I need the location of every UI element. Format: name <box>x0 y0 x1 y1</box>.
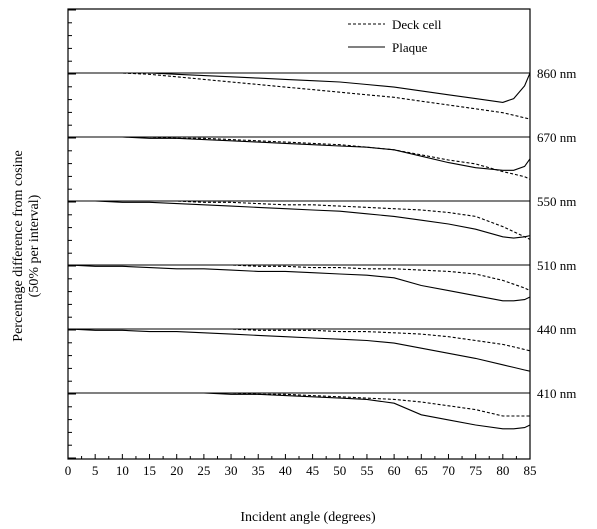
plaque-line-4 <box>67 328 531 372</box>
x-tick-label: 5 <box>92 463 99 478</box>
plaque-line-3 <box>67 264 531 302</box>
band-label-2: 550 nm <box>537 194 576 209</box>
x-tick-label: 70 <box>442 463 455 478</box>
legend: Deck cell Plaque <box>348 17 442 55</box>
plaque-line-5 <box>68 392 531 430</box>
x-tick-label: 30 <box>225 463 238 478</box>
x-axis-title: Incident angle (degrees) <box>240 510 376 525</box>
x-axis-ticks: 0 5 10 15 20 25 30 35 40 45 50 55 60 65 70 75 80 85 <box>65 454 537 478</box>
legend-label-0: Deck cell <box>392 17 442 32</box>
x-tick-label: 25 <box>197 463 210 478</box>
x-tick-label: 40 <box>279 463 292 478</box>
deck-cell-line-0 <box>68 72 531 120</box>
plaque-line-1 <box>68 136 531 171</box>
band-label-1: 670 nm <box>537 130 576 145</box>
x-tick-label: 75 <box>469 463 482 478</box>
deck-cell-line-4 <box>68 328 531 352</box>
x-tick-label: 80 <box>496 463 509 478</box>
x-tick-label: 65 <box>415 463 428 478</box>
x-tick-label: 55 <box>360 463 373 478</box>
x-tick-label: 0 <box>65 463 72 478</box>
plot-frame <box>67 8 531 460</box>
series-curves <box>67 72 531 430</box>
x-tick-label: 20 <box>170 463 183 478</box>
band-label-5: 410 nm <box>537 386 576 401</box>
y-axis-title: Percentage difference from cosine <box>11 150 26 341</box>
x-tick-label: 60 <box>388 463 401 478</box>
x-tick-label: 15 <box>143 463 156 478</box>
y-axis-subtitle: (50% per interval) <box>27 194 42 297</box>
x-tick-label: 45 <box>306 463 319 478</box>
deck-cell-line-1 <box>68 136 531 180</box>
band-baselines <box>68 72 530 394</box>
band-label-4: 440 nm <box>537 322 576 337</box>
deck-cell-line-3 <box>68 264 531 292</box>
x-tick-label: 50 <box>333 463 346 478</box>
band-labels: 860 nm 670 nm 550 nm 510 nm 440 nm 410 nm <box>537 66 576 401</box>
x-tick-label: 85 <box>524 463 537 478</box>
legend-label-1: Plaque <box>392 40 428 55</box>
deck-cell-line-2 <box>68 200 531 240</box>
band-label-0: 860 nm <box>537 66 576 81</box>
x-tick-label: 35 <box>252 463 265 478</box>
plaque-line-0 <box>68 72 531 103</box>
y-axis-ticks <box>68 9 76 459</box>
plaque-line-2 <box>68 200 531 239</box>
band-label-3: 510 nm <box>537 258 576 273</box>
x-tick-label: 10 <box>116 463 129 478</box>
